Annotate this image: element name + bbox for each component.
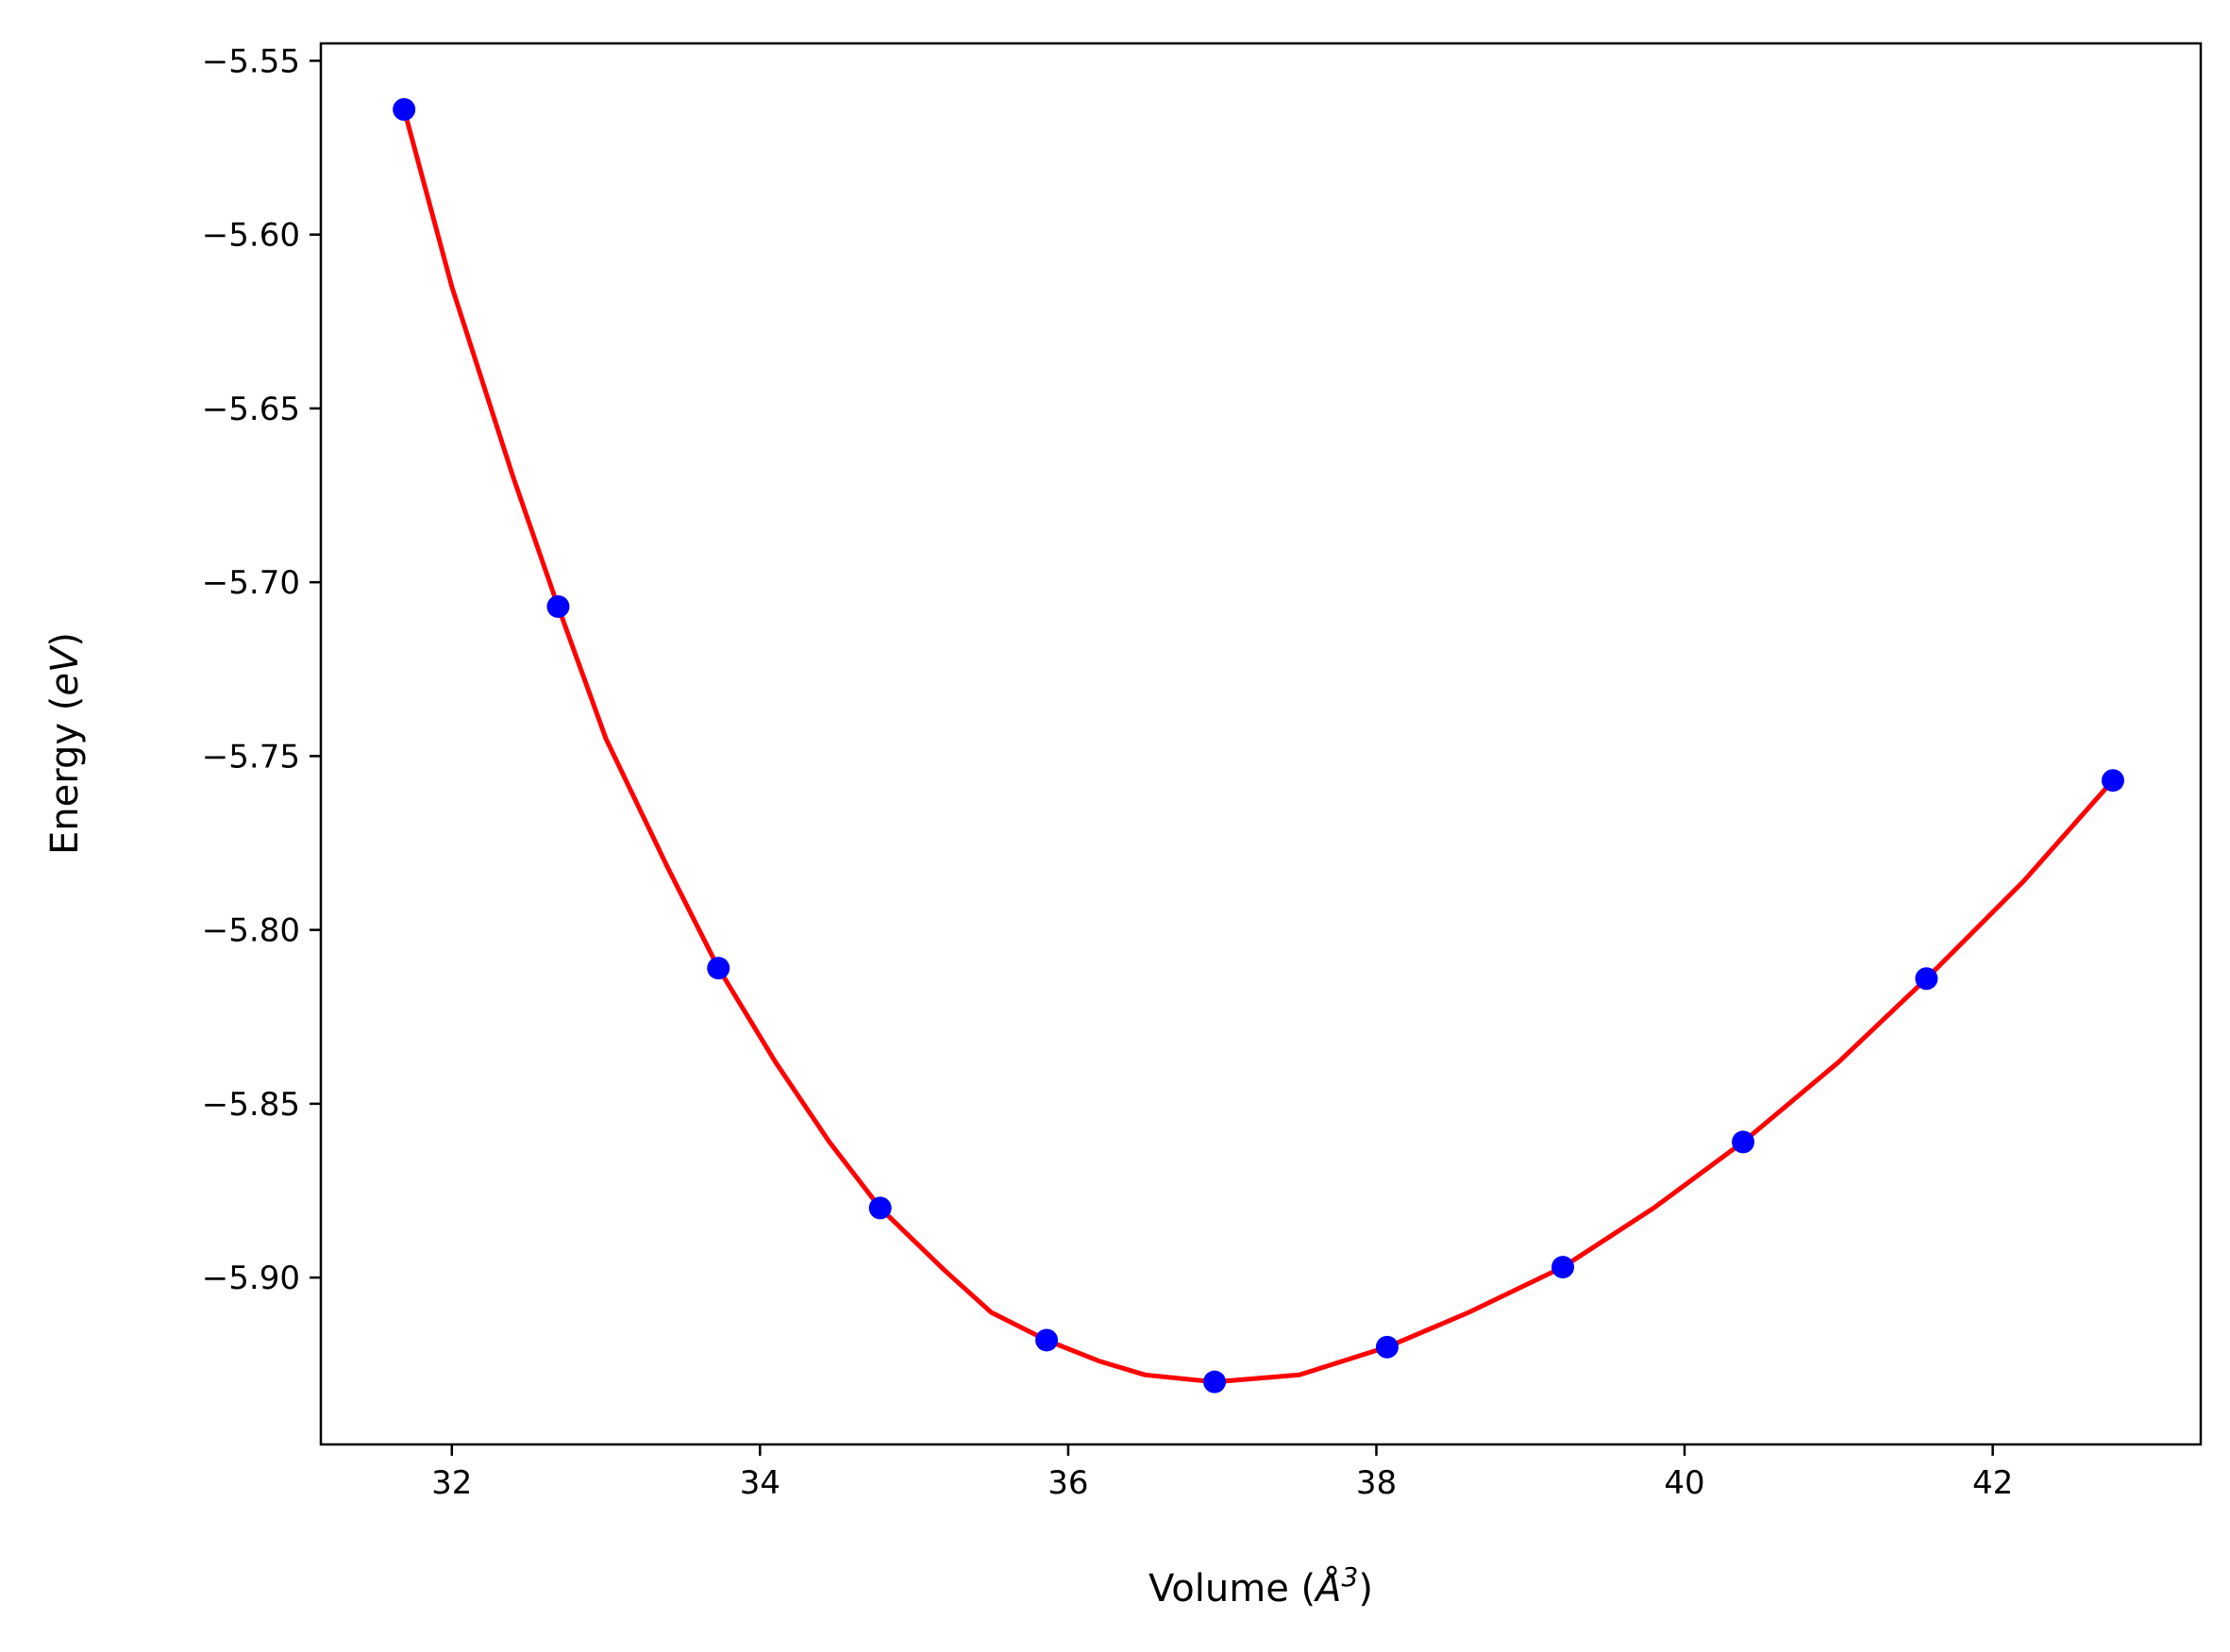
x-tick-label: 32: [431, 1464, 472, 1502]
plot-frame: [319, 42, 2203, 1446]
y-axis: −5.55 −5.60 −5.65 −5.70 −5.75 −5.80 −5.85 −5.90: [202, 42, 321, 1297]
data-point: [1732, 1130, 1755, 1154]
x-tick-label: 38: [1356, 1464, 1397, 1502]
data-point: [2101, 769, 2124, 793]
y-tick-label: −5.80: [202, 912, 300, 950]
y-axis-label: Energy (eV): [43, 632, 87, 855]
fit-line-layer: [401, 108, 2115, 1385]
data-point: [1203, 1370, 1227, 1393]
y-tick-label: −5.90: [202, 1260, 300, 1297]
x-axis: 32 34 36 38 40 42: [431, 1444, 2013, 1502]
x-tick-label: 40: [1664, 1464, 1704, 1502]
x-axis-label: Volume (Å3): [1149, 1561, 1373, 1610]
data-point: [546, 594, 570, 618]
y-tick-label: −5.65: [202, 391, 300, 428]
y-tick-label: −5.55: [202, 42, 300, 80]
x-tick-label: 36: [1048, 1464, 1088, 1502]
y-tick-label: −5.70: [202, 564, 300, 602]
x-tick-label: 34: [740, 1464, 780, 1502]
data-point: [1035, 1328, 1059, 1352]
data-point: [868, 1196, 892, 1220]
data-point: [707, 957, 730, 980]
data-point: [1375, 1335, 1399, 1359]
data-point: [1551, 1256, 1575, 1279]
data-point: [1915, 967, 1938, 991]
y-tick-label: −5.85: [202, 1086, 300, 1124]
data-points-layer: [393, 98, 2124, 1393]
y-tick-label: −5.75: [202, 738, 300, 776]
y-tick-label: −5.60: [202, 217, 300, 255]
fit-curve: [401, 108, 2115, 1385]
data-point: [393, 98, 416, 122]
x-tick-label: 42: [1972, 1464, 2013, 1502]
